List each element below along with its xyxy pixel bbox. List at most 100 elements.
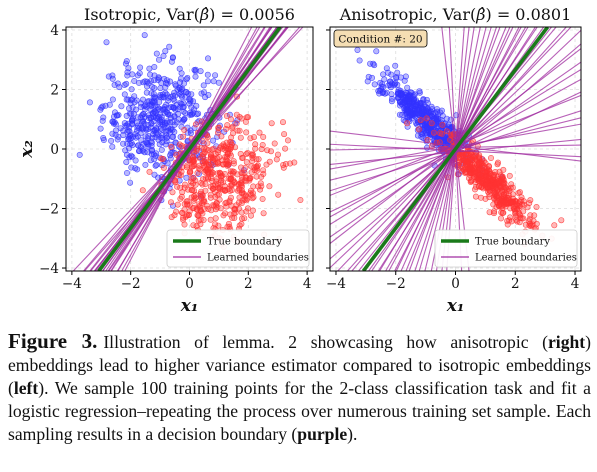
data-point bbox=[499, 210, 506, 217]
data-point bbox=[98, 104, 105, 111]
data-point bbox=[126, 105, 133, 112]
data-point bbox=[188, 187, 195, 194]
data-point bbox=[257, 186, 264, 193]
data-point bbox=[474, 169, 481, 176]
data-point bbox=[177, 195, 184, 202]
caption-bold-right: right bbox=[548, 332, 586, 352]
data-point bbox=[197, 166, 204, 173]
data-point bbox=[497, 215, 504, 222]
data-point bbox=[132, 165, 139, 172]
data-point bbox=[430, 129, 437, 136]
data-point bbox=[472, 179, 479, 186]
y-tick-label: −4 bbox=[39, 261, 59, 277]
data-point bbox=[194, 212, 201, 219]
data-point bbox=[242, 118, 249, 125]
data-point bbox=[202, 94, 209, 101]
data-point bbox=[169, 189, 176, 196]
data-point bbox=[443, 134, 450, 141]
data-point bbox=[202, 175, 209, 182]
data-point bbox=[159, 126, 166, 133]
data-point bbox=[237, 134, 244, 141]
data-point bbox=[240, 190, 247, 197]
data-point bbox=[132, 157, 139, 164]
data-point bbox=[172, 81, 179, 88]
data-point bbox=[250, 207, 257, 214]
data-point bbox=[128, 152, 135, 159]
data-point bbox=[243, 208, 250, 215]
data-point bbox=[509, 184, 516, 191]
data-point bbox=[203, 146, 210, 153]
data-point bbox=[192, 68, 199, 75]
data-point bbox=[439, 121, 446, 128]
data-point bbox=[494, 199, 501, 206]
data-point bbox=[256, 129, 263, 136]
data-point bbox=[188, 175, 195, 182]
true-boundary bbox=[361, 27, 550, 271]
data-point bbox=[241, 215, 248, 222]
data-point bbox=[169, 119, 176, 126]
data-point bbox=[137, 114, 144, 121]
data-point bbox=[279, 119, 286, 126]
legend-label: Learned boundaries bbox=[207, 253, 309, 264]
data-point bbox=[249, 190, 256, 197]
data-point bbox=[418, 99, 425, 106]
data-point bbox=[120, 132, 127, 139]
data-point bbox=[383, 65, 390, 72]
data-point bbox=[367, 60, 374, 67]
data-point bbox=[234, 127, 241, 134]
data-point bbox=[391, 81, 398, 88]
data-point bbox=[253, 163, 260, 170]
data-point bbox=[177, 172, 184, 179]
data-point bbox=[415, 103, 422, 110]
data-point bbox=[436, 130, 443, 137]
data-point bbox=[123, 159, 130, 166]
data-point bbox=[142, 78, 149, 85]
data-point bbox=[189, 111, 196, 118]
data-point bbox=[259, 196, 266, 203]
data-point bbox=[153, 161, 160, 168]
data-point bbox=[416, 89, 423, 96]
data-point bbox=[200, 217, 207, 224]
data-point bbox=[188, 91, 195, 98]
data-point bbox=[215, 222, 222, 229]
data-point bbox=[384, 69, 391, 76]
data-point bbox=[147, 71, 154, 78]
data-point bbox=[233, 120, 240, 127]
data-point bbox=[399, 111, 406, 118]
data-point bbox=[461, 157, 468, 164]
data-point bbox=[260, 171, 267, 178]
data-point bbox=[169, 202, 176, 209]
data-point bbox=[125, 96, 132, 103]
data-point bbox=[236, 194, 243, 201]
data-point bbox=[205, 206, 212, 213]
data-point bbox=[273, 156, 280, 163]
data-point bbox=[197, 190, 204, 197]
x-tick-label: −4 bbox=[326, 276, 346, 292]
y-tick-label: −2 bbox=[39, 202, 59, 218]
data-point bbox=[167, 78, 174, 85]
data-point bbox=[224, 122, 231, 129]
data-point bbox=[477, 194, 484, 201]
y-tick-label: 4 bbox=[50, 23, 59, 39]
data-point bbox=[229, 123, 236, 130]
data-point bbox=[181, 127, 188, 134]
data-point bbox=[157, 119, 164, 126]
data-point bbox=[208, 207, 215, 214]
data-point bbox=[248, 169, 255, 176]
data-point bbox=[184, 198, 191, 205]
data-point bbox=[132, 131, 139, 138]
plot-area bbox=[72, 27, 304, 271]
data-point bbox=[142, 161, 149, 168]
data-point bbox=[402, 100, 409, 107]
data-point bbox=[404, 84, 411, 91]
data-point bbox=[139, 187, 146, 194]
data-point bbox=[198, 208, 205, 215]
data-point bbox=[126, 145, 133, 152]
y-tick-label: 2 bbox=[50, 82, 59, 98]
data-point bbox=[514, 218, 521, 225]
data-point bbox=[392, 62, 399, 69]
data-point bbox=[509, 191, 516, 198]
legend-label: Learned boundaries bbox=[475, 253, 577, 264]
data-point bbox=[275, 191, 282, 198]
data-point bbox=[217, 205, 224, 212]
